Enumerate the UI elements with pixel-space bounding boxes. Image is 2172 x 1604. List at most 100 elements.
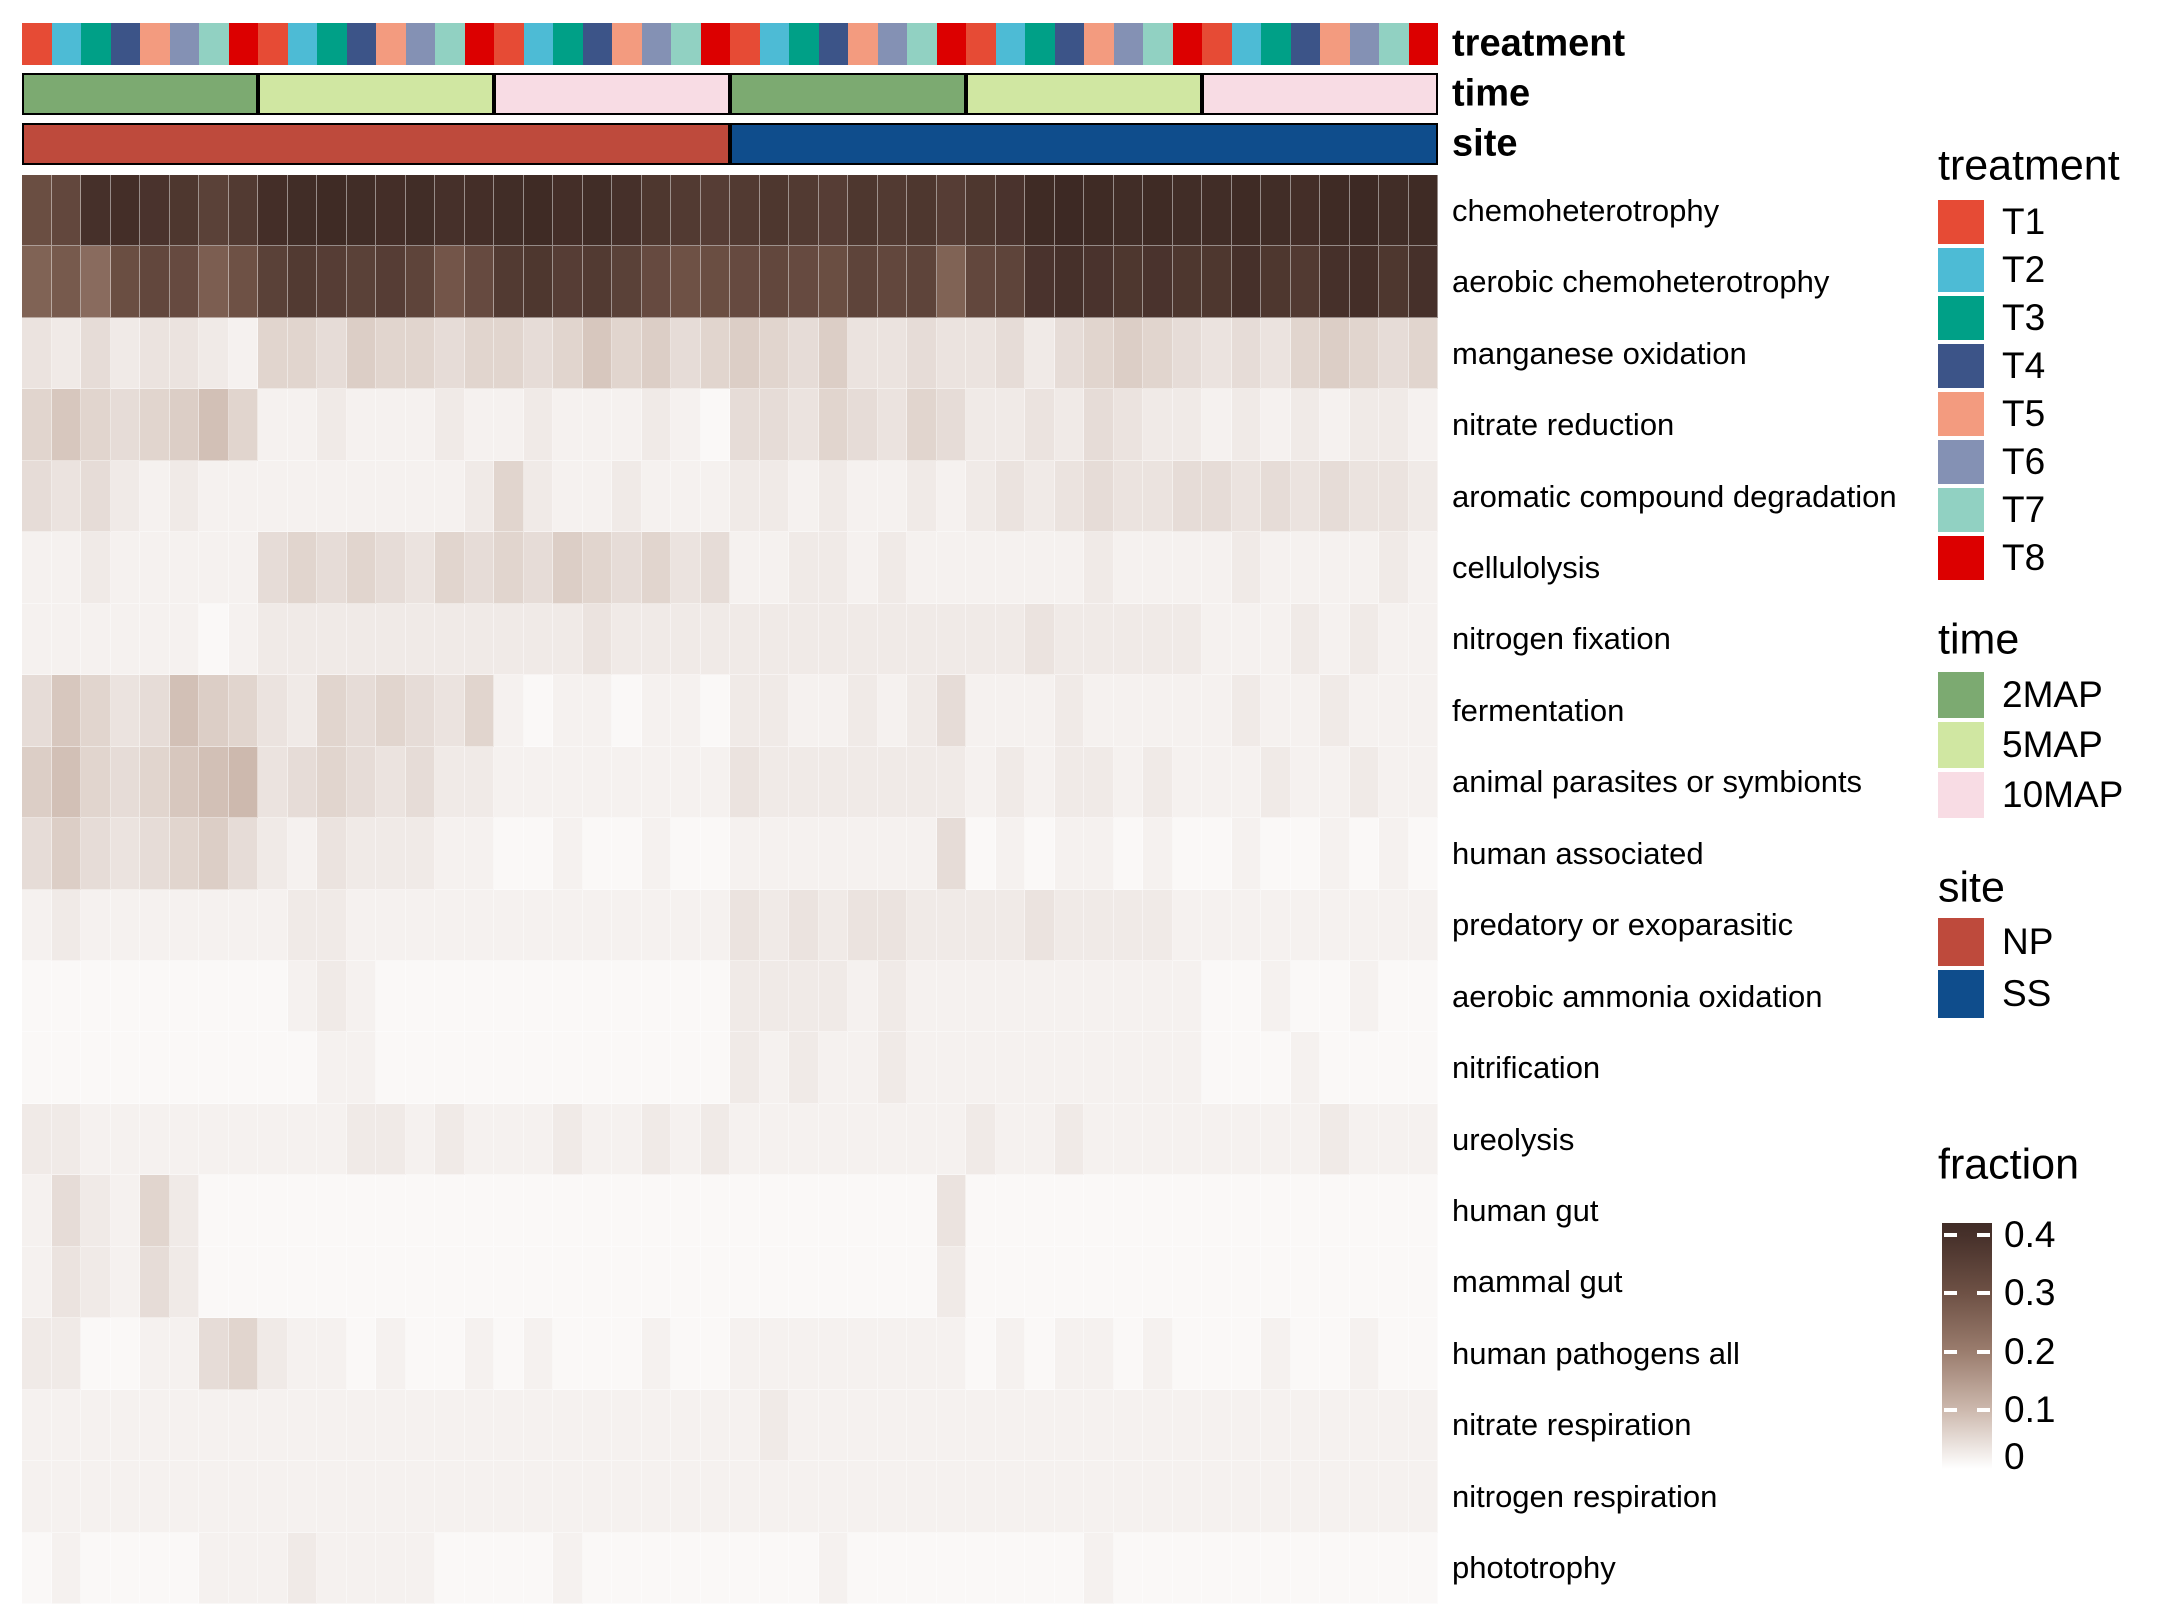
heatmap-cell [1025, 1390, 1055, 1461]
heatmap-cell [258, 389, 288, 461]
heatmap-cell [583, 604, 612, 675]
heatmap-cell [1084, 1032, 1114, 1104]
heatmap-cell [1114, 1390, 1143, 1461]
heatmap-cell [435, 1175, 465, 1247]
heatmap-cell [1025, 1461, 1055, 1533]
heatmap-cell [819, 246, 848, 318]
heatmap-cell [819, 890, 848, 961]
heatmap-cell [170, 1104, 199, 1175]
heatmap-cell [229, 318, 258, 389]
heatmap-cell [760, 1461, 789, 1533]
heatmap-cell [730, 1032, 760, 1104]
heatmap-cell [612, 1247, 642, 1318]
heatmap-cell [258, 532, 288, 604]
heatmap-cell [1114, 318, 1143, 389]
heatmap-cell [524, 1032, 553, 1104]
heatmap-cell [1025, 890, 1055, 961]
heatmap-cell [642, 604, 671, 675]
heatmap-cell [671, 1175, 701, 1247]
heatmap-cell [435, 318, 465, 389]
heatmap-cell [170, 604, 199, 675]
heatmap-cell [494, 1247, 524, 1318]
heatmap-cell [1055, 389, 1084, 461]
heatmap-cell [937, 747, 966, 818]
heatmap-cell [170, 1175, 199, 1247]
row-label: human pathogens all [1452, 1335, 1740, 1371]
heatmap-cell [288, 818, 317, 890]
heatmap-cell [347, 818, 376, 890]
heatmap-cell [81, 675, 111, 747]
heatmap-cell [1291, 175, 1320, 246]
heatmap-cell [907, 1318, 937, 1390]
heatmap-cell [1143, 1461, 1173, 1533]
heatmap-cell [1350, 318, 1379, 389]
heatmap-cell [52, 1247, 81, 1318]
heatmap-cell [1084, 604, 1114, 675]
heatmap-cell [583, 1104, 612, 1175]
heatmap-cell [583, 1533, 612, 1604]
heatmap-cell [81, 1318, 111, 1390]
heatmap-cell [22, 1533, 52, 1604]
heatmap-cell [1084, 747, 1114, 818]
heatmap-cell [376, 461, 406, 532]
heatmap-cell [288, 1461, 317, 1533]
heatmap-cell [848, 1318, 878, 1390]
heatmap-cell [1084, 1247, 1114, 1318]
heatmap-cell [435, 1104, 465, 1175]
heatmap-cell [878, 1104, 907, 1175]
heatmap-cell [199, 818, 229, 890]
heatmap-cell [1261, 1461, 1291, 1533]
heatmap-cell [317, 1533, 347, 1604]
heatmap-cell [524, 532, 553, 604]
heatmap-cell [907, 1104, 937, 1175]
heatmap-cell [730, 389, 760, 461]
treatment-legend-title: treatment [1938, 141, 2120, 190]
heatmap-cell [1114, 175, 1143, 246]
heatmap-cell [937, 1175, 966, 1247]
treatment-cell [347, 23, 376, 65]
heatmap-cell [52, 604, 81, 675]
heatmap-cell [111, 890, 140, 961]
heatmap-cell [317, 890, 347, 961]
heatmap-cell [258, 1390, 288, 1461]
heatmap-cell [258, 1533, 288, 1604]
heatmap-cell [1291, 1032, 1320, 1104]
heatmap-cell [435, 389, 465, 461]
heatmap-cell [524, 1104, 553, 1175]
heatmap-cell [553, 1533, 583, 1604]
heatmap-cell [1291, 1247, 1320, 1318]
heatmap-cell [671, 604, 701, 675]
heatmap-cell [22, 1175, 52, 1247]
heatmap-cell [789, 604, 819, 675]
heatmap-cell [1084, 389, 1114, 461]
treatment-cell [1320, 23, 1350, 65]
heatmap-cell [140, 175, 170, 246]
heatmap-cell [1114, 461, 1143, 532]
heatmap-cell [701, 1104, 730, 1175]
heatmap-cell [111, 1390, 140, 1461]
heatmap-cell [1409, 389, 1438, 461]
heatmap-cell [1143, 1175, 1173, 1247]
heatmap-cell [199, 1104, 229, 1175]
heatmap-cell [111, 1461, 140, 1533]
heatmap-cell [1143, 461, 1173, 532]
heatmap-cell [1025, 389, 1055, 461]
heatmap-cell [878, 389, 907, 461]
heatmap-cell [701, 318, 730, 389]
heatmap-cell [288, 1533, 317, 1604]
heatmap-cell [1202, 389, 1232, 461]
heatmap-cell [612, 461, 642, 532]
heatmap-cell [406, 175, 435, 246]
heatmap-cell [996, 961, 1025, 1032]
site-legend-item-label: NP [2002, 921, 2054, 962]
heatmap-cell [701, 604, 730, 675]
heatmap-cell [199, 461, 229, 532]
heatmap-cell [81, 747, 111, 818]
heatmap-cell [1173, 1461, 1202, 1533]
heatmap-cell [1409, 1247, 1438, 1318]
heatmap-cell [140, 1461, 170, 1533]
heatmap-cell [996, 1247, 1025, 1318]
heatmap-cell [1055, 1533, 1084, 1604]
heatmap-cell [642, 1390, 671, 1461]
heatmap-cell [317, 461, 347, 532]
